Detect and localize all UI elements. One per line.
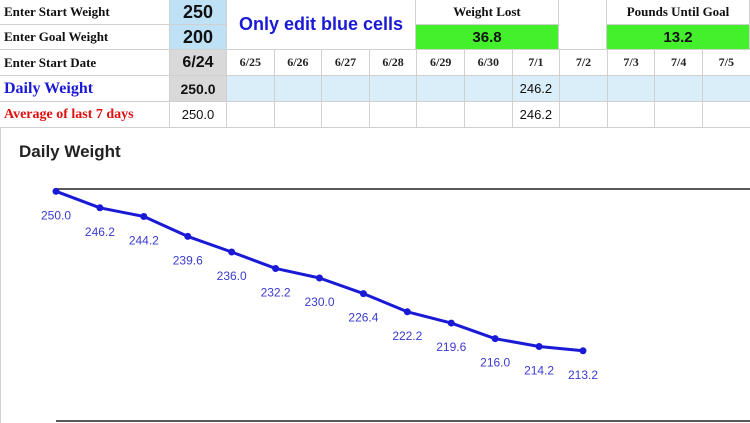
data-point	[316, 274, 323, 282]
date-header: 7/4	[655, 50, 703, 76]
date-header: 6/25	[227, 50, 275, 76]
start-weight-input[interactable]: 250	[170, 0, 227, 25]
start-date-label: Enter Start Date	[0, 50, 170, 76]
daily-weight-entry[interactable]	[607, 76, 656, 102]
average-entry	[655, 102, 703, 128]
daily-weight-entry[interactable]: 246.2	[512, 76, 561, 102]
daily-weight-label: Daily Weight	[0, 76, 170, 102]
data-point	[96, 204, 104, 212]
data-point	[359, 290, 367, 298]
chart-title: Daily Weight	[19, 142, 121, 161]
date-header: 6/28	[369, 50, 418, 76]
data-label: 214.2	[524, 363, 554, 377]
average-entry	[322, 102, 370, 128]
date-header: 7/2	[560, 50, 608, 76]
average-entry	[227, 102, 275, 128]
date-header: 6/30	[465, 50, 513, 76]
data-point	[491, 335, 499, 343]
data-label: 219.6	[436, 340, 466, 354]
data-label: 232.2	[261, 285, 291, 299]
data-point	[184, 232, 192, 240]
goal-weight-label: Enter Goal Weight	[0, 25, 170, 50]
data-point	[535, 342, 543, 350]
data-label: 246.2	[85, 225, 115, 239]
data-label: 216.0	[480, 356, 510, 370]
weight-lost-value: 36.8	[416, 25, 559, 50]
chart-panel: Daily Weight 250.0 246.2 244.2 239.6 236.0 23…	[0, 128, 750, 423]
average-entry	[417, 102, 465, 128]
data-point	[403, 308, 411, 316]
data-point	[52, 187, 60, 195]
average-entry	[560, 102, 608, 128]
data-point	[228, 248, 236, 256]
average-entry	[607, 102, 656, 128]
daily-weight-entry[interactable]	[227, 76, 275, 102]
start-weight-label: Enter Start Weight	[0, 0, 170, 25]
average-entry	[369, 102, 418, 128]
date-header: 6/27	[322, 50, 370, 76]
average-label: Average of last 7 days	[0, 102, 170, 128]
daily-weight-entry[interactable]	[274, 76, 323, 102]
data-label: 213.2	[568, 368, 598, 382]
data-point	[140, 212, 148, 220]
start-date-input[interactable]: 6/24	[170, 50, 227, 76]
series-line	[55, 189, 584, 353]
pounds-until-goal-value: 13.2	[607, 25, 750, 50]
data-label: 250.0	[41, 208, 71, 222]
date-header: 6/26	[274, 50, 323, 76]
average-entry	[465, 102, 513, 128]
average-entry	[274, 102, 323, 128]
data-label: 239.6	[173, 253, 203, 267]
blank-cell	[559, 0, 607, 50]
data-label: 222.2	[392, 329, 422, 343]
line-chart: 250.0 246.2 244.2 239.6 236.0 232.2 230.0 226.4…	[41, 187, 750, 422]
average-start: 250.0	[170, 102, 227, 128]
data-label: 244.2	[129, 233, 159, 247]
date-header: 7/1	[512, 50, 561, 76]
date-header: 7/3	[607, 50, 656, 76]
daily-weight-entry[interactable]	[703, 76, 750, 102]
goal-weight-input[interactable]: 200	[170, 25, 227, 50]
pounds-until-goal-label: Pounds Until Goal	[607, 0, 750, 25]
daily-weight-start: 250.0	[170, 76, 227, 102]
average-entry	[703, 102, 750, 128]
daily-weight-entry[interactable]	[322, 76, 370, 102]
data-point	[447, 319, 455, 327]
data-point	[272, 264, 280, 272]
weight-lost-label: Weight Lost	[416, 0, 559, 25]
date-header: 6/29	[417, 50, 465, 76]
data-label: 230.0	[304, 295, 334, 309]
daily-weight-entry[interactable]	[465, 76, 513, 102]
data-label: 236.0	[217, 269, 247, 283]
edit-note: Only edit blue cells	[227, 0, 416, 50]
daily-weight-entry[interactable]	[560, 76, 608, 102]
average-entry: 246.2	[512, 102, 561, 128]
daily-weight-entry[interactable]	[655, 76, 703, 102]
daily-weight-entry[interactable]	[369, 76, 418, 102]
date-header: 7/5	[703, 50, 750, 76]
data-label: 226.4	[348, 311, 378, 325]
data-point	[579, 347, 587, 355]
daily-weight-entry[interactable]	[417, 76, 465, 102]
